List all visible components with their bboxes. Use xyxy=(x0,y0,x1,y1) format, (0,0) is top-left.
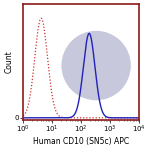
Y-axis label: Count: Count xyxy=(4,51,13,74)
Circle shape xyxy=(61,31,131,100)
X-axis label: Human CD10 (SN5c) APC: Human CD10 (SN5c) APC xyxy=(33,137,129,146)
